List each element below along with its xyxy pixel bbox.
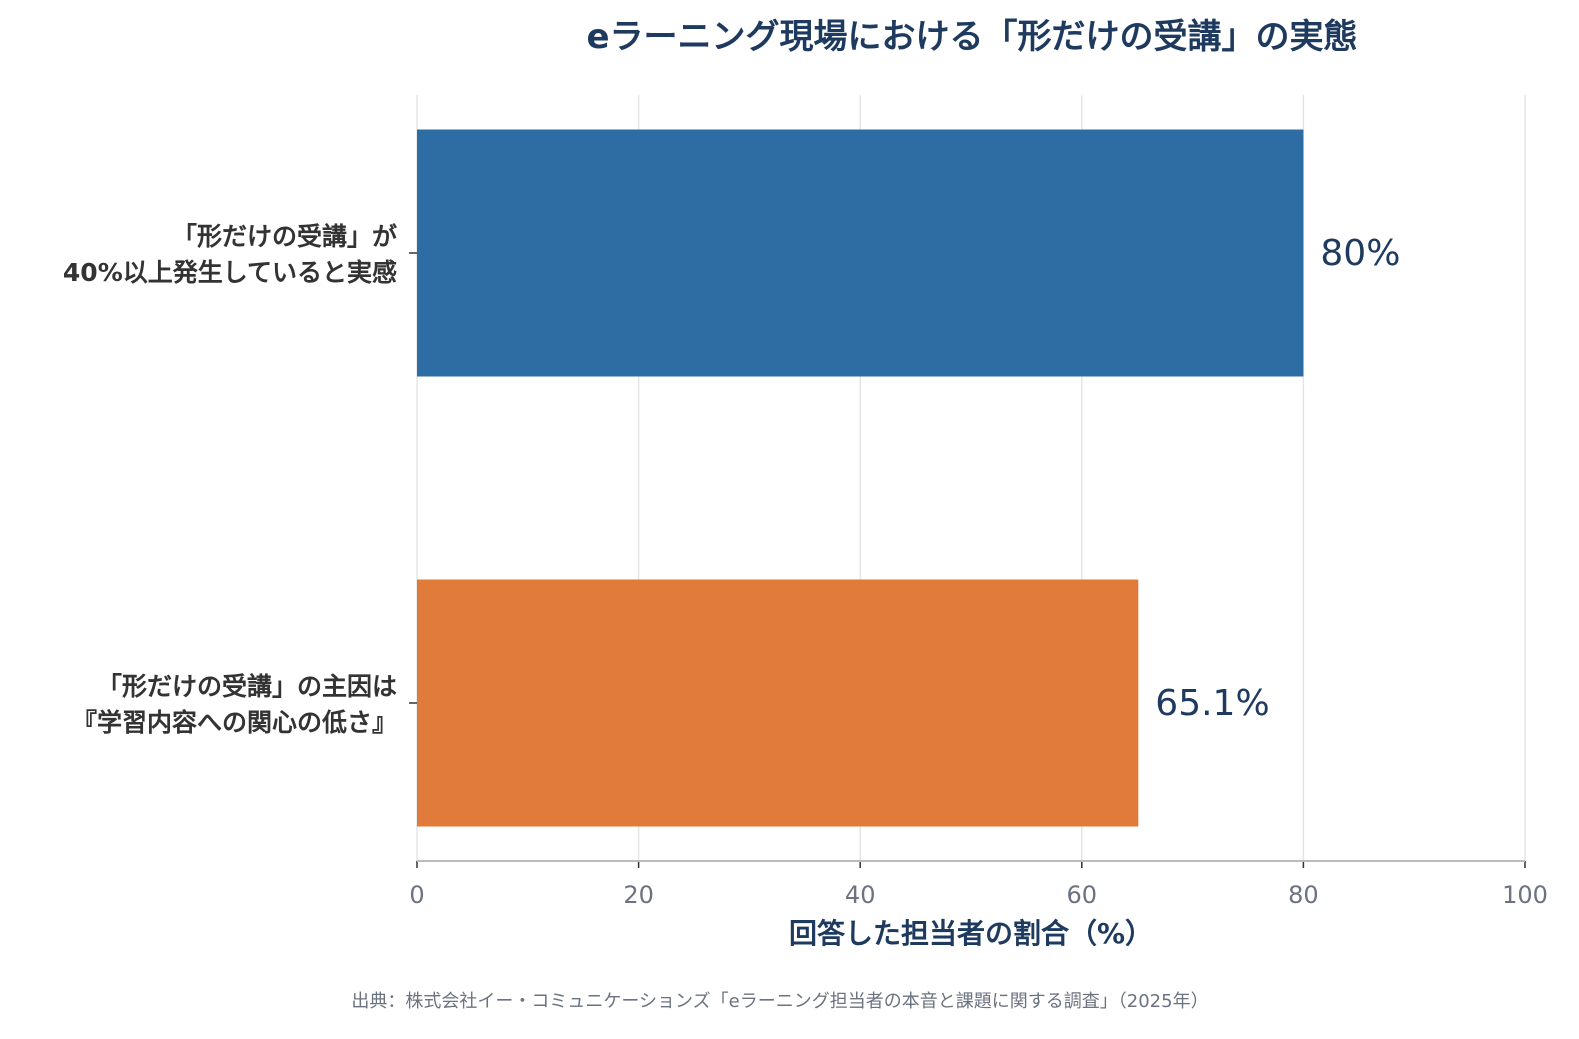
category-label-1-line-1: 「形だけの受講」が: [172, 222, 397, 251]
x-tick-label-100: 100: [1502, 881, 1548, 909]
data-labels: 80% 65.1%: [1155, 233, 1400, 724]
category-label-1-line-2: 40%以上発生していると実感: [63, 258, 397, 287]
x-tick-label-0: 0: [409, 881, 424, 909]
category-label-2-line-2: 『学習内容への関心の低さ』: [72, 708, 397, 737]
x-tick-label-80: 80: [1288, 881, 1319, 909]
x-tick-label-20: 20: [623, 881, 654, 909]
x-tick-label-40: 40: [845, 881, 876, 909]
x-axis-label: 回答した担当者の割合（%）: [789, 917, 1153, 950]
bar-2: [417, 579, 1139, 827]
chart-title: eラーニング現場における「形だけの受講」の実態: [586, 17, 1357, 57]
data-label-1: 80%: [1320, 233, 1400, 274]
bar-1: [417, 129, 1304, 377]
bars: [417, 129, 1304, 827]
data-label-2: 65.1%: [1155, 683, 1269, 724]
x-tick-labels: 0 20 40 60 80 100: [409, 861, 1548, 909]
x-tick-label-60: 60: [1067, 881, 1098, 909]
category-labels: 「形だけの受講」が 40%以上発生していると実感「形だけの受講」の主因は『学習内容…: [63, 222, 417, 737]
category-label-2-line-1: 「形だけの受講」の主因は: [97, 672, 397, 701]
source-note: 出典：株式会社イー・コミュニケーションズ「eラーニング担当者の本音と課題に関する…: [351, 991, 1208, 1012]
